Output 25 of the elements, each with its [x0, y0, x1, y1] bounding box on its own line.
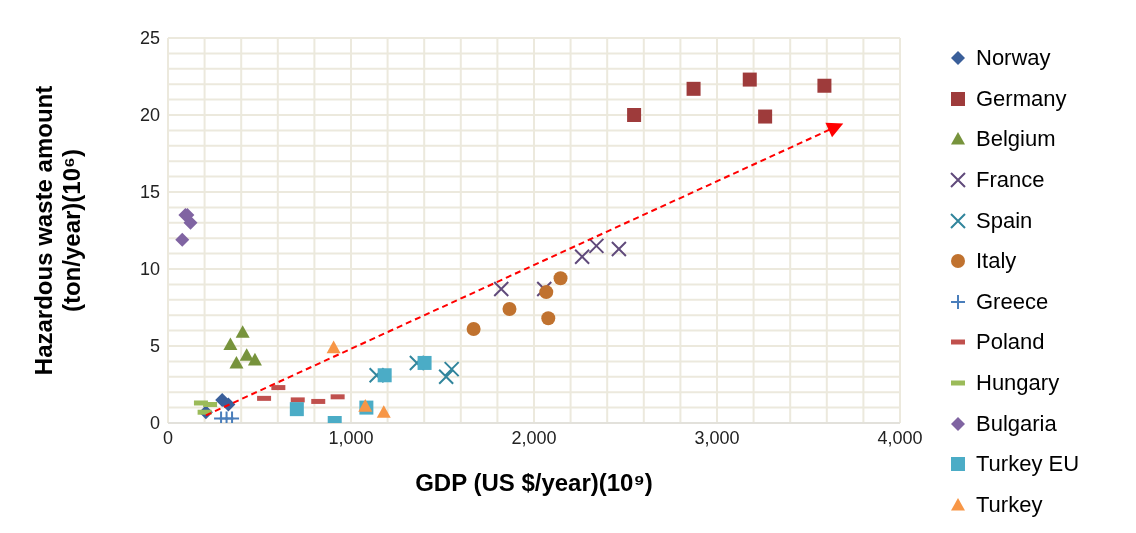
x-tick-label: 3,000: [694, 427, 740, 448]
legend-label: Spain: [976, 207, 1033, 234]
x-tick-label: 2,000: [511, 427, 557, 448]
y-tick-label: 10: [139, 259, 160, 280]
y-tick-label: 20: [139, 105, 160, 126]
x-axis-title: GDP (US $/year)(10⁹): [415, 469, 653, 496]
y-tick-label: 15: [139, 182, 160, 203]
legend-label: Turkey EU: [976, 451, 1080, 478]
legend-label: Greece: [976, 288, 1049, 315]
legend-label: Poland: [976, 329, 1045, 356]
y-axis-title: Hazardous waste amount (ton/year)(10⁶): [30, 85, 85, 376]
y-tick-label: 0: [149, 413, 160, 434]
x-tick-label: 1,000: [328, 427, 374, 448]
legend-label: Hungary: [976, 370, 1060, 397]
y-tick-label: 5: [149, 336, 160, 357]
legend-label: Italy: [976, 248, 1017, 275]
legend-label: Bulgaria: [976, 410, 1057, 437]
legend-label: Belgium: [976, 126, 1056, 153]
y-tick-label: 25: [139, 28, 160, 49]
legend-label: Turkey: [976, 491, 1043, 518]
x-tick-label: 0: [162, 427, 174, 448]
legend-label: Norway: [976, 45, 1051, 72]
x-tick-label: 4,000: [877, 427, 923, 448]
legend-label: Germany: [976, 85, 1067, 112]
legend-label: France: [976, 167, 1045, 194]
